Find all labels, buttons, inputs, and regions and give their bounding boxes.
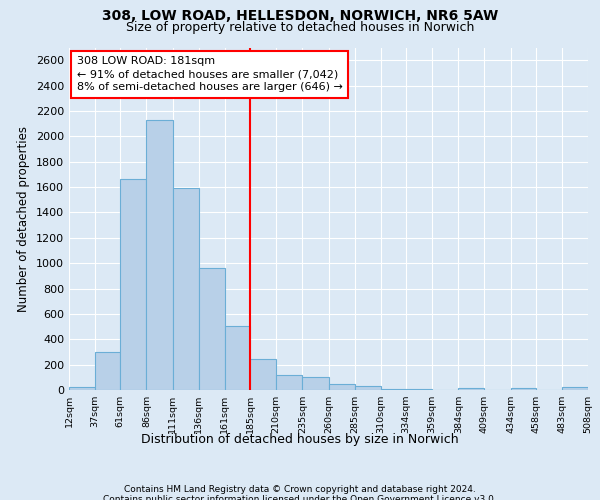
Bar (381, 388, 406, 390)
Bar (302, 378, 329, 390)
Bar (276, 375, 302, 390)
Text: 308 LOW ROAD: 181sqm
← 91% of detached houses are smaller (7,042)
8% of semi-det: 308 LOW ROAD: 181sqm ← 91% of detached h… (77, 56, 343, 92)
Text: 308, LOW ROAD, HELLESDON, NORWICH, NR6 5AW: 308, LOW ROAD, HELLESDON, NORWICH, NR6 5… (102, 9, 498, 23)
Bar (69, 388, 95, 390)
Bar (146, 120, 173, 390)
Bar (511, 388, 536, 390)
Bar (250, 359, 276, 390)
Y-axis label: Number of detached properties: Number of detached properties (17, 126, 31, 312)
Bar (120, 180, 146, 390)
Text: Distribution of detached houses by size in Norwich: Distribution of detached houses by size … (141, 432, 459, 446)
Text: Size of property relative to detached houses in Norwich: Size of property relative to detached ho… (126, 22, 474, 35)
Bar (95, 352, 120, 390)
Bar (562, 388, 588, 390)
Bar (329, 384, 355, 390)
Bar (199, 268, 225, 390)
Bar (173, 188, 199, 390)
Text: Contains public sector information licensed under the Open Government Licence v3: Contains public sector information licen… (103, 495, 497, 500)
Bar (225, 326, 250, 390)
Bar (355, 386, 381, 390)
Bar (458, 388, 484, 390)
Text: Contains HM Land Registry data © Crown copyright and database right 2024.: Contains HM Land Registry data © Crown c… (124, 485, 476, 494)
